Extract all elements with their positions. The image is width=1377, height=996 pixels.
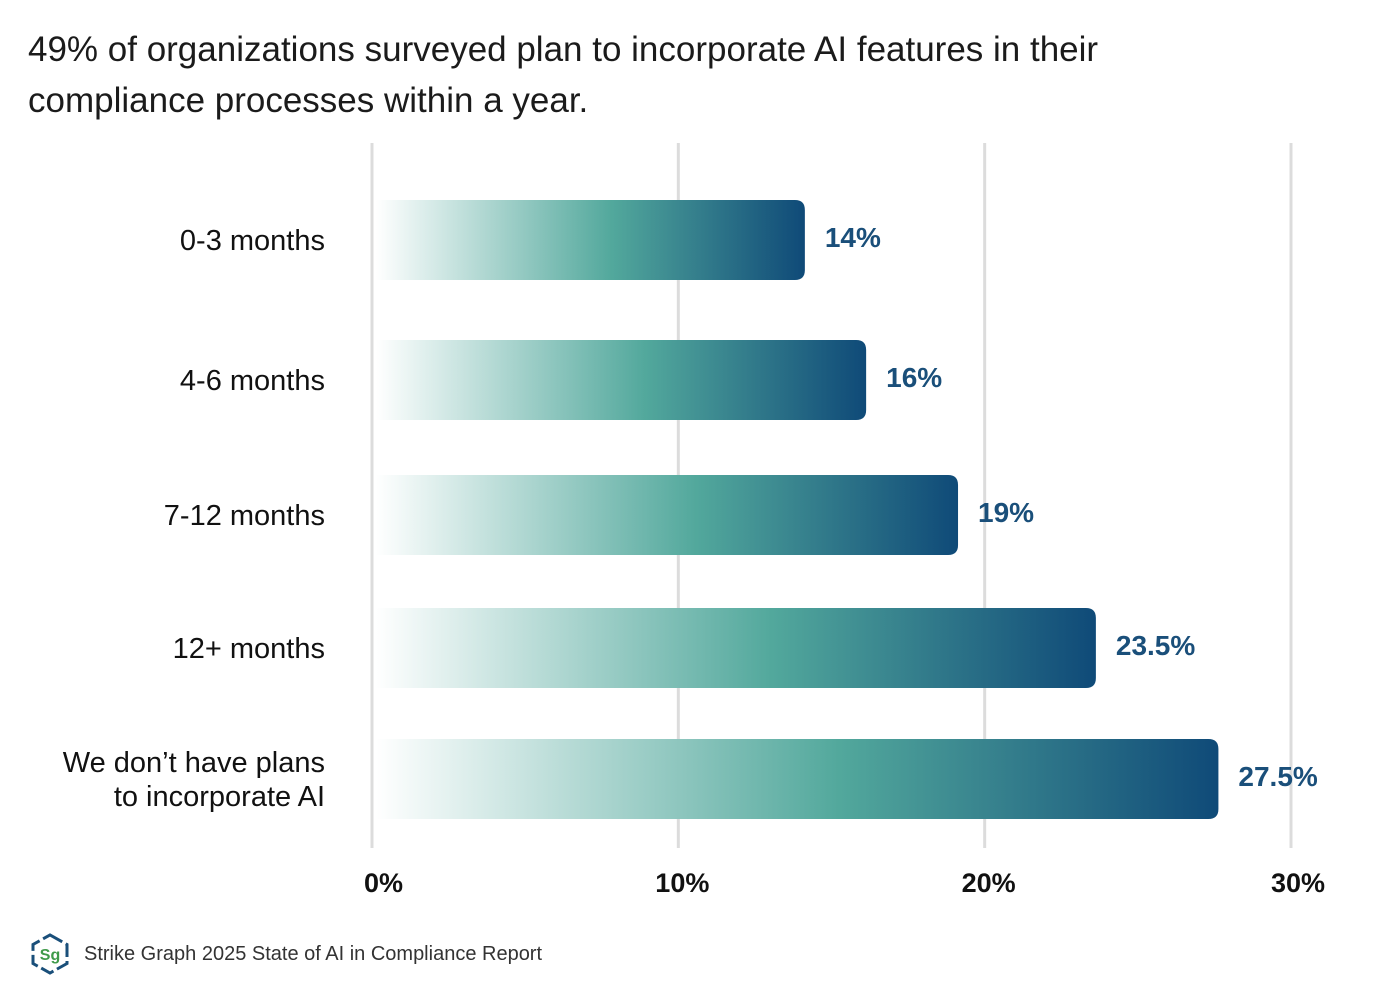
bar — [376, 475, 959, 555]
category-label: 7-12 months — [164, 500, 325, 532]
category-label: We don’t have plans — [63, 747, 325, 779]
data-label: 19% — [978, 497, 1034, 528]
bar-chart: 0% 10% 20% 30% 14% 0-3 months 16% 4-6 months 19%… — [63, 143, 1325, 898]
x-tick-label: 10% — [655, 868, 709, 898]
source-text: Strike Graph 2025 State of AI in Complia… — [84, 942, 543, 965]
data-label: 14% — [825, 222, 881, 253]
bar — [376, 200, 805, 280]
category-label: 4-6 months — [180, 365, 325, 397]
x-tick-label: 30% — [1271, 868, 1325, 898]
x-tick-label: 0% — [364, 868, 403, 898]
bar — [376, 608, 1096, 688]
category-label: to incorporate AI — [114, 781, 325, 813]
chart-title: 49% of organizations surveyed plan to in… — [28, 30, 1099, 120]
data-label: 23.5% — [1116, 630, 1195, 661]
strike-graph-logo-icon: Sg — [31, 933, 69, 975]
category-label: 0-3 months — [180, 225, 325, 257]
svg-text:Sg: Sg — [40, 947, 60, 964]
data-label: 27.5% — [1238, 761, 1317, 792]
bar — [376, 739, 1219, 819]
bar — [376, 340, 867, 420]
x-tick-label: 20% — [962, 868, 1016, 898]
category-label: 12+ months — [173, 633, 325, 665]
source-footer: Sg Strike Graph 2025 State of AI in Comp… — [28, 932, 542, 976]
data-label: 16% — [886, 362, 942, 393]
